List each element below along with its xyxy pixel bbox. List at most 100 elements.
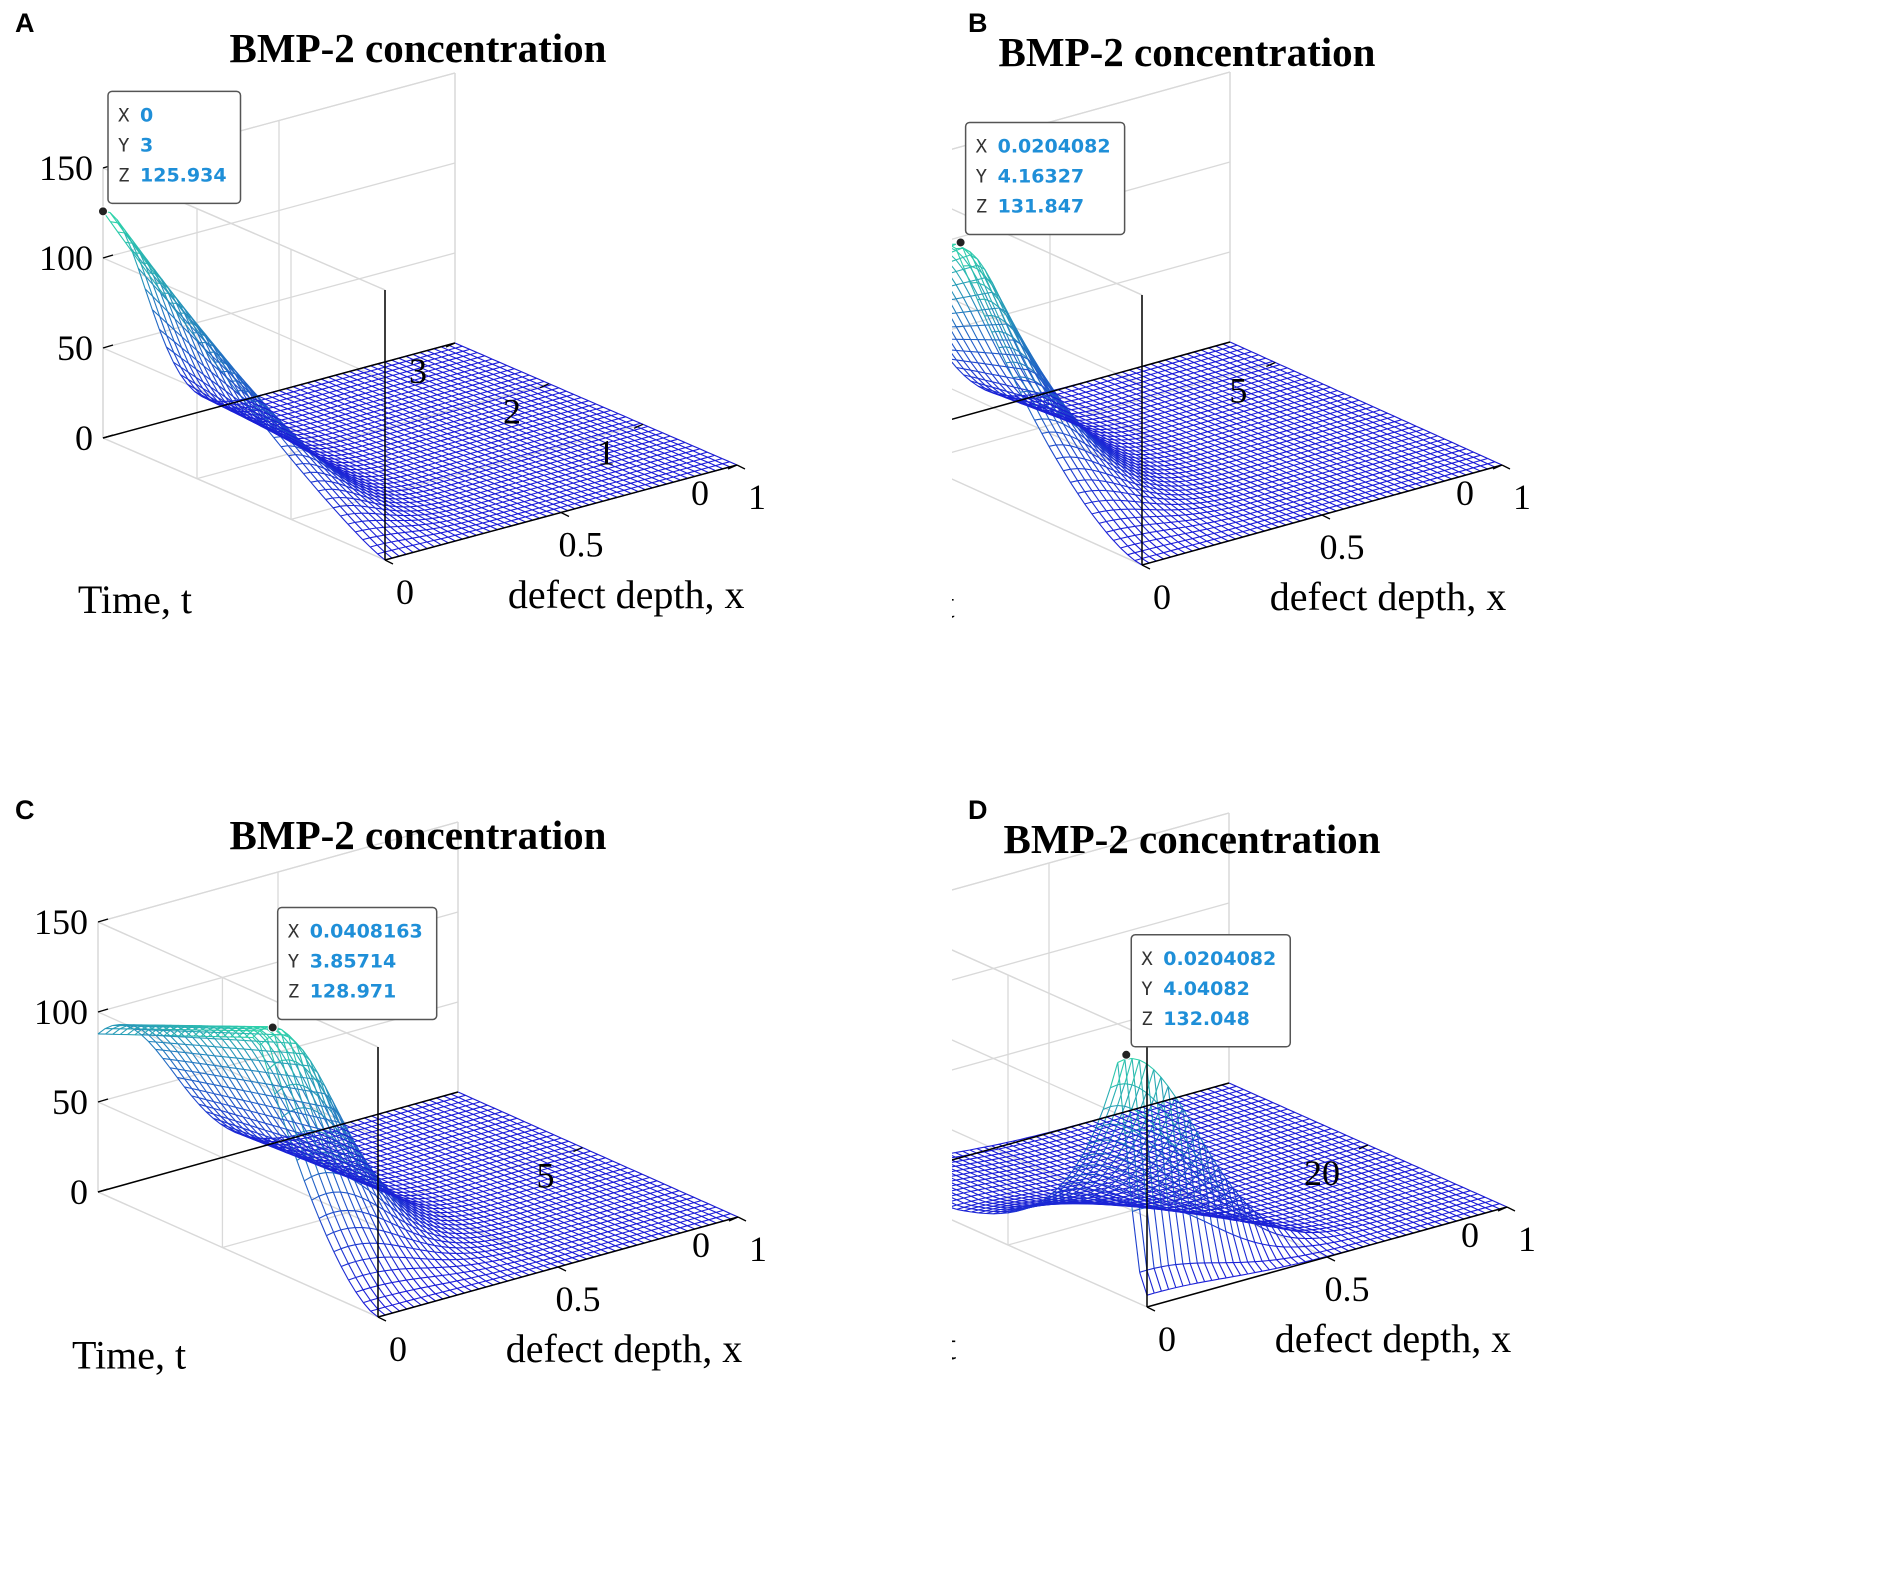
mesh-segment — [466, 505, 475, 511]
mesh-segment — [1208, 366, 1216, 370]
mesh-segment — [310, 432, 319, 437]
mesh-segment — [339, 428, 347, 432]
mesh-segment — [427, 365, 436, 370]
mesh-segment — [340, 513, 348, 517]
mesh-segment — [471, 461, 479, 465]
mesh-segment — [518, 516, 526, 520]
mesh-segment — [398, 456, 407, 461]
mesh-segment — [153, 269, 162, 280]
mesh-segment — [332, 435, 341, 439]
mesh-segment — [1207, 397, 1216, 401]
mesh-segment — [506, 451, 514, 455]
mesh-segment — [331, 415, 339, 419]
mesh-segment — [408, 389, 416, 393]
mesh-segment — [137, 267, 147, 277]
mesh-segment — [547, 437, 556, 442]
mesh-segment — [268, 429, 277, 435]
mesh-segment — [513, 456, 522, 462]
mesh-segment — [394, 485, 402, 488]
mesh-segment — [519, 442, 528, 446]
mesh-segment — [288, 421, 296, 424]
mesh-segment — [522, 381, 531, 386]
mesh-segment — [477, 357, 486, 362]
mesh-segment — [397, 444, 406, 448]
mesh-segment — [444, 395, 452, 399]
mesh-segment — [707, 456, 716, 462]
mesh-segment — [478, 459, 486, 463]
mesh-segment — [597, 423, 606, 429]
mesh-segment — [459, 408, 468, 414]
mesh-segment — [477, 451, 486, 456]
mesh-segment — [1258, 357, 1266, 361]
mesh-segment — [422, 486, 431, 491]
mesh-segment — [356, 372, 365, 376]
mesh-segment — [448, 448, 457, 453]
mesh-segment — [520, 448, 528, 452]
mesh-segment — [410, 510, 419, 516]
mesh-segment — [553, 409, 562, 415]
mesh-segment — [1221, 425, 1230, 429]
mesh-segment — [998, 317, 1007, 324]
mesh-segment — [1078, 391, 1087, 395]
mesh-segment — [305, 447, 314, 452]
mesh-segment — [559, 392, 567, 397]
mesh-segment — [608, 473, 617, 478]
mesh-segment — [476, 445, 485, 451]
mesh-segment — [471, 367, 479, 371]
mesh-segment — [605, 430, 613, 434]
mesh-segment — [550, 471, 559, 475]
mesh-segment — [407, 474, 416, 480]
mesh-segment — [397, 540, 407, 548]
mesh-segment — [161, 283, 170, 294]
mesh-segment — [435, 472, 444, 477]
mesh-segment — [490, 437, 499, 442]
mesh-segment — [1157, 411, 1165, 415]
mesh-segment — [494, 387, 502, 391]
mesh-segment — [389, 420, 397, 424]
mesh-segment — [464, 369, 472, 373]
mesh-segment — [1243, 398, 1252, 402]
mesh-segment — [398, 546, 406, 550]
mesh-segment — [479, 484, 488, 488]
mesh-segment — [984, 352, 993, 366]
mesh-segment — [562, 441, 571, 445]
mesh-segment — [510, 409, 518, 413]
mesh-segment — [522, 485, 531, 490]
mesh-segment — [567, 405, 576, 411]
mesh-segment — [563, 446, 571, 450]
mesh-segment — [481, 502, 489, 507]
mesh-segment — [317, 419, 325, 423]
mesh-segment — [159, 316, 168, 336]
mesh-segment — [517, 419, 526, 424]
mesh-segment — [403, 417, 411, 421]
mesh-segment — [1207, 444, 1215, 448]
mesh-segment — [397, 532, 406, 540]
mesh-segment — [301, 402, 309, 406]
mesh-segment — [395, 408, 403, 412]
mesh-segment — [258, 409, 267, 414]
mesh-segment — [984, 293, 993, 310]
mesh-segment — [386, 487, 395, 492]
mesh-segment — [389, 520, 398, 527]
mesh-segment — [558, 387, 567, 392]
mesh-segment — [508, 390, 517, 395]
mesh-segment — [529, 379, 538, 384]
mesh-segment — [1208, 350, 1216, 354]
mesh-segment — [301, 397, 309, 401]
mesh-segment — [998, 353, 1007, 368]
mesh-segment — [464, 468, 472, 472]
mesh-segment — [1020, 388, 1029, 398]
mesh-segment — [348, 457, 357, 463]
mesh-segment — [302, 454, 311, 465]
mesh-segment — [456, 368, 465, 373]
mesh-segment — [318, 488, 326, 492]
mesh-segment — [364, 467, 372, 470]
datatip-marker[interactable] — [98, 206, 108, 217]
mesh-segment — [309, 422, 318, 428]
mesh-segment — [386, 392, 395, 397]
mesh-segment — [259, 413, 268, 419]
mesh-segment — [554, 423, 562, 427]
datatip[interactable]: X 0Y 3Z 125.934 — [98, 90, 242, 217]
mesh-segment — [686, 455, 694, 459]
mesh-segment — [400, 476, 409, 481]
